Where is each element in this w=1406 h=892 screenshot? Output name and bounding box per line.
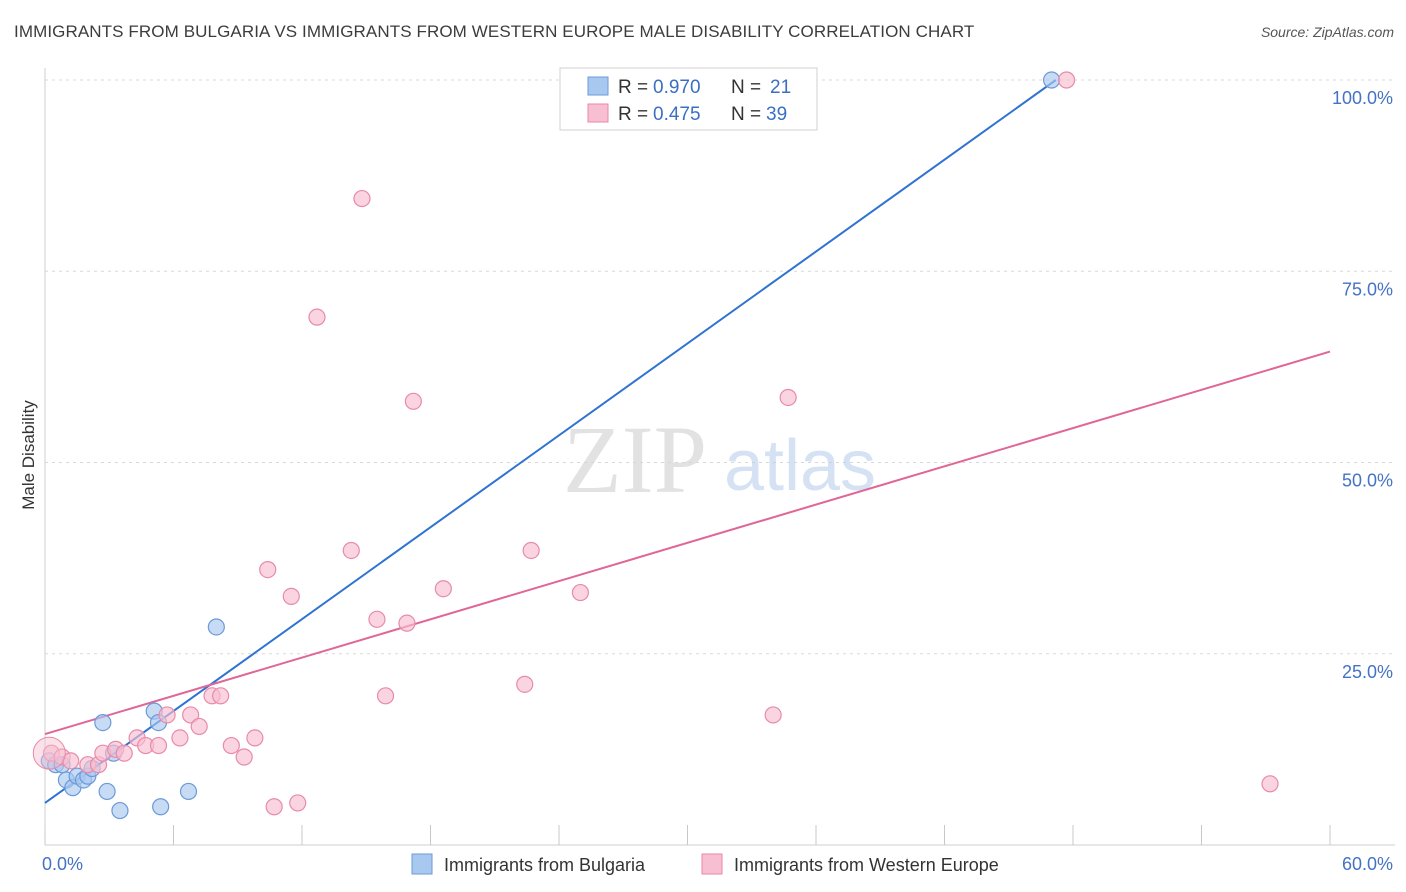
y-tick-label: 50.0% <box>1342 471 1393 491</box>
western-europe-point <box>222 736 240 755</box>
western-europe-point <box>282 587 300 605</box>
legend-r-value: 0.475 <box>653 104 701 125</box>
legend-swatch-western-europe <box>587 103 609 123</box>
western-europe-point <box>434 580 452 598</box>
western-europe-point <box>259 560 277 579</box>
bulgaria-point <box>1042 71 1061 89</box>
axes <box>44 68 1395 846</box>
chart-title: IMMIGRANTS FROM BULGARIA VS IMMIGRANTS F… <box>14 22 975 41</box>
western-europe-point <box>368 610 386 628</box>
western-europe-point <box>398 614 416 632</box>
western-europe-point <box>342 541 360 560</box>
legend-r-label: R = <box>618 104 648 125</box>
bulgaria-point <box>207 618 225 636</box>
bottom-legend-swatch-bulgaria <box>411 853 433 875</box>
western-europe-point <box>779 388 797 407</box>
watermark-zip: ZIP <box>563 406 707 513</box>
western-europe-point <box>353 189 371 208</box>
legend-n-label: N = <box>731 104 761 125</box>
western-europe-point <box>1057 71 1076 89</box>
western-europe-point <box>571 583 590 602</box>
western-europe-point <box>764 706 782 724</box>
y-tick-labels: 25.0% 50.0% 75.0% 100.0% <box>1332 88 1393 682</box>
bulgaria-point <box>152 798 170 816</box>
x-tick-label: 0.0% <box>42 854 83 874</box>
legend-n-label: N = <box>731 77 761 98</box>
western-europe-point <box>115 744 133 762</box>
x-tick-label: 60.0% <box>1342 854 1393 874</box>
legend-swatch-bulgaria <box>587 76 609 96</box>
bulgaria-point <box>111 801 129 820</box>
bottom-legend-label-western-europe: Immigrants from Western Europe <box>734 855 999 875</box>
western-europe-point <box>32 736 66 770</box>
source-credit: Source: ZipAtlas.com <box>1260 24 1394 40</box>
western-europe-point <box>516 675 534 693</box>
y-tick-label: 75.0% <box>1342 279 1393 299</box>
western-europe-point <box>308 308 326 326</box>
bottom-legend-swatch-western-europe <box>701 853 723 875</box>
legend-r-label: R = <box>618 77 648 98</box>
western-europe-point <box>404 392 422 410</box>
western-europe-point <box>62 752 80 770</box>
data-points <box>32 71 1279 820</box>
legend-n-value: 39 <box>766 104 787 125</box>
western-europe-trend-line <box>44 350 1331 736</box>
western-europe-point <box>182 706 200 724</box>
western-europe-point <box>522 541 540 560</box>
western-europe-point <box>190 717 208 736</box>
bulgaria-point <box>98 782 116 801</box>
watermark-atlas: atlas <box>724 426 876 506</box>
stats-legend: R = 0.970 N = 21 R = 0.475 N = 39 <box>559 67 818 131</box>
gridlines <box>45 79 1395 655</box>
bulgaria-point <box>94 713 112 732</box>
y-tick-label: 25.0% <box>1342 662 1393 682</box>
legend-r-value: 0.970 <box>653 77 701 98</box>
western-europe-point <box>171 729 189 747</box>
y-axis-label: Male Disability <box>19 400 38 510</box>
western-europe-point <box>212 687 230 705</box>
western-europe-point <box>376 687 395 705</box>
legend-n-value: 21 <box>770 77 791 98</box>
bottom-legend-label-bulgaria: Immigrants from Bulgaria <box>444 855 646 875</box>
western-europe-point <box>246 729 264 747</box>
bulgaria-point <box>179 782 198 801</box>
bulgaria-trend-line <box>44 79 1057 804</box>
western-europe-point <box>1261 775 1279 793</box>
trend-lines <box>44 79 1331 804</box>
y-tick-label: 100.0% <box>1332 88 1393 108</box>
western-europe-point <box>235 748 253 766</box>
western-europe-point <box>289 794 307 812</box>
western-europe-point <box>149 736 168 755</box>
x-tick-labels: 0.0% 60.0% <box>42 854 1393 874</box>
western-europe-point <box>265 798 283 816</box>
watermark: ZIP atlas <box>563 406 876 513</box>
western-europe-point <box>158 706 176 724</box>
series-legend: Immigrants from Bulgaria Immigrants from… <box>411 853 999 875</box>
